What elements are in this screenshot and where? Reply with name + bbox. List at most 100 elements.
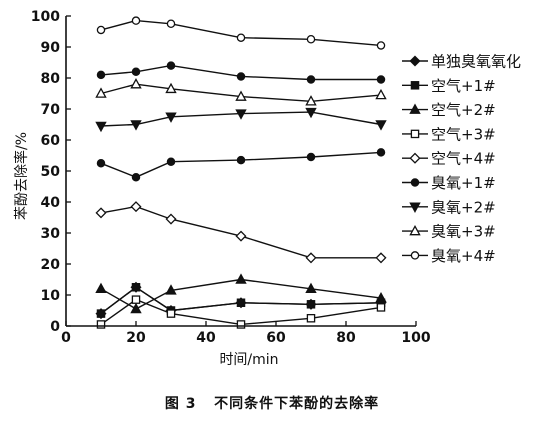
data-point (236, 33, 246, 42)
legend-label: 空气+4# (431, 150, 496, 168)
series-10 (96, 61, 386, 84)
axes: 0 10 20 30 40 50 60 70 80 90 100 0 20 40 60 80 100 (31, 9, 431, 346)
data-point (235, 109, 247, 120)
legend-marker (409, 202, 421, 213)
data-point (306, 35, 316, 44)
legend-marker (410, 81, 420, 90)
legend-item: 臭氧+4# (402, 247, 496, 265)
plot-area (95, 16, 387, 329)
data-point (131, 172, 141, 182)
legend-item: 臭氧+1# (402, 174, 496, 192)
legend-label: 臭氧+3# (431, 223, 496, 241)
legend-label: 臭氧+1# (431, 174, 496, 192)
data-point (236, 298, 246, 307)
legend-item: 臭氧+3# (402, 223, 496, 241)
series-line (100, 205, 381, 259)
series-3 (95, 273, 387, 314)
data-point (306, 313, 316, 323)
data-point (305, 107, 317, 119)
data-point (165, 112, 177, 123)
legend-marker (409, 152, 421, 164)
legend-marker (410, 178, 420, 187)
legend-marker (409, 103, 421, 114)
data-point (235, 273, 247, 284)
data-point (131, 16, 141, 25)
legend-label: 空气+3# (431, 125, 496, 143)
data-point (96, 309, 106, 318)
series-5 (95, 201, 387, 264)
series-6 (96, 148, 386, 182)
data-point (96, 25, 106, 35)
legend-item: 空气+3# (402, 125, 496, 143)
legend-label: 空气+1# (431, 77, 496, 95)
data-point (375, 252, 387, 264)
y-tick-label: 60 (41, 133, 61, 149)
data-point (165, 213, 177, 225)
y-tick-label: 0 (50, 319, 60, 335)
series-line (100, 19, 382, 47)
data-point (130, 78, 142, 89)
legend-item: 空气+1# (402, 77, 496, 95)
data-point (375, 291, 387, 303)
series-line (100, 286, 382, 315)
series-line (100, 83, 382, 103)
data-point (166, 19, 176, 28)
legend-item: 臭氧+2# (402, 198, 496, 216)
data-point (165, 82, 177, 94)
x-tick-label: 20 (126, 330, 146, 346)
y-tick-label: 50 (41, 164, 61, 180)
data-point (130, 201, 142, 213)
data-point (166, 61, 176, 70)
data-point (131, 295, 141, 304)
y-tick-label: 20 (41, 257, 61, 273)
legend-marker (410, 251, 420, 260)
data-point (131, 67, 141, 77)
data-point (130, 302, 142, 314)
data-point (96, 158, 106, 168)
legend-item: 空气+2# (402, 101, 496, 119)
y-tick-label: 40 (41, 195, 61, 211)
series-line (100, 111, 382, 127)
data-point (96, 70, 106, 80)
legend-label: 空气+2# (431, 101, 496, 119)
legend-marker (410, 129, 420, 139)
data-point (95, 207, 107, 219)
series-line (100, 151, 382, 178)
series-4 (96, 295, 386, 329)
legend-label: 臭氧+2# (431, 198, 496, 216)
data-point (130, 120, 142, 131)
data-point (306, 300, 316, 309)
data-point (306, 75, 316, 84)
x-tick-label: 60 (266, 330, 286, 346)
data-point (236, 72, 246, 81)
series-7 (95, 107, 387, 133)
series-line (100, 298, 382, 326)
y-tick-label: 100 (31, 9, 60, 25)
figure-caption: 图 3 不同条件下苯酚的去除率 (165, 395, 379, 412)
data-point (375, 120, 387, 131)
y-tick-label: 90 (41, 40, 61, 56)
data-point (235, 90, 247, 101)
data-point (166, 157, 176, 166)
data-point (131, 282, 141, 292)
y-axis-title: 苯酚去除率/% (13, 132, 30, 220)
data-point (236, 155, 246, 165)
legend-label: 臭氧+4# (431, 247, 496, 265)
legend-marker (409, 55, 421, 67)
data-point (376, 303, 386, 312)
series-line (100, 64, 381, 81)
series-8 (95, 78, 387, 106)
legend-item: 单独臭氧氧化 (402, 53, 521, 71)
data-point (375, 88, 387, 100)
y-tick-label: 70 (41, 102, 61, 118)
x-tick-label: 80 (336, 330, 356, 346)
x-tick-label: 100 (401, 330, 430, 346)
data-point (96, 320, 106, 329)
series-line (100, 278, 382, 310)
data-point (95, 121, 107, 133)
data-point (165, 284, 177, 295)
x-tick-label: 40 (196, 330, 216, 346)
data-point (305, 252, 317, 264)
data-point (166, 309, 176, 318)
